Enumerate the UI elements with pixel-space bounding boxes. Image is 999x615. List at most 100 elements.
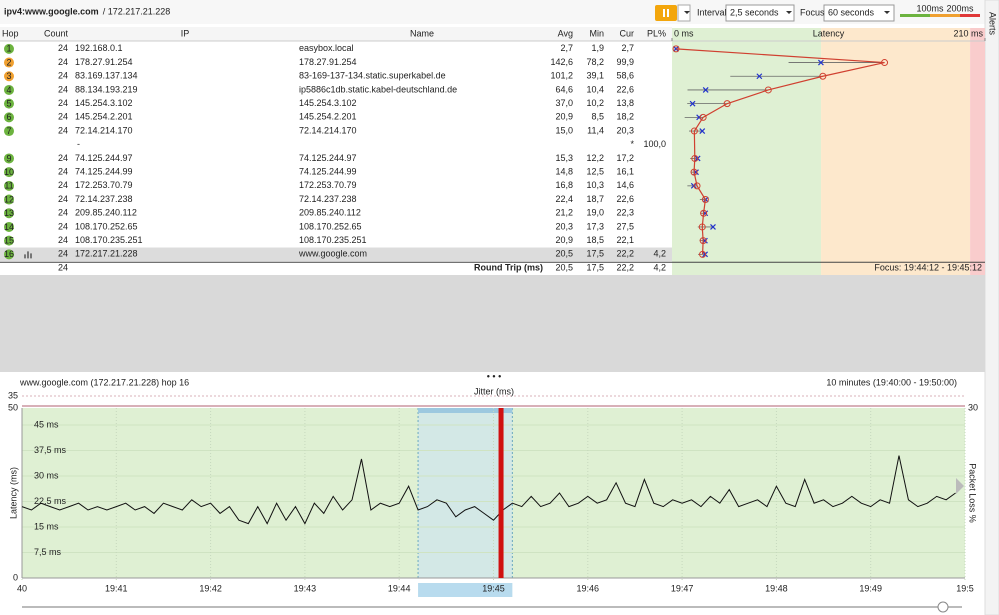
hop-status [4, 43, 14, 54]
current-marker [673, 45, 679, 52]
avg-cell: 14,8 [555, 167, 573, 177]
cur-cell: 27,5 [616, 221, 634, 231]
count-cell: 24 [58, 57, 68, 67]
summary-count: 24 [58, 263, 68, 273]
cur-cell: 2,7 [621, 43, 634, 53]
count-cell: 24 [58, 235, 68, 245]
cur-cell: 22,3 [616, 208, 634, 218]
min-cell: 19,0 [586, 208, 604, 218]
name-cell: 74.125.244.99 [299, 167, 357, 177]
splitter-handle[interactable]: • • • [487, 371, 501, 381]
inner-tick-label: 37,5 ms [34, 445, 67, 455]
ip-cell: 74.125.244.99 [75, 167, 133, 177]
cur-cell: 14,6 [616, 180, 634, 190]
count-cell: 24 [58, 208, 68, 218]
focus-select[interactable] [823, 4, 895, 22]
pause-button[interactable] [655, 5, 677, 21]
y2-axis-label: Packet Loss % [968, 463, 978, 523]
name-cell: 172.253.70.79 [299, 180, 357, 190]
avg-cell: 20,9 [555, 112, 573, 122]
hop-status [4, 126, 14, 137]
count-cell: 24 [58, 84, 68, 94]
average-marker [699, 237, 707, 245]
summary-focus: Focus: 19:44:12 - 19:45:12 [874, 263, 982, 273]
count-cell: 24 [58, 153, 68, 163]
min-cell: 8,5 [591, 112, 604, 122]
pause-icon [663, 9, 665, 17]
inner-tick-label: 30 ms [34, 470, 59, 480]
hop-status [4, 180, 14, 191]
current-marker [699, 128, 706, 134]
hop-status [4, 71, 14, 82]
scroll-right-arrow[interactable] [956, 478, 964, 494]
name-cell: 145.254.3.102 [299, 98, 357, 108]
column-header: Min [589, 28, 604, 38]
jitter-title: Jitter (ms) [474, 386, 514, 396]
target-address: / 172.217.21.228 [103, 6, 171, 16]
alerts-tab[interactable] [984, 0, 999, 615]
dropdown-arrow [684, 11, 890, 14]
average-marker [699, 250, 707, 258]
average-marker [764, 86, 772, 94]
column-header: Cur [619, 28, 634, 38]
name-cell: 209.85.240.112 [299, 208, 361, 218]
hop-status [4, 153, 14, 164]
ip-cell: 83.169.137.134 [75, 71, 138, 81]
latency-band [821, 28, 971, 275]
y-axis-label: Latency (ms) [8, 467, 18, 519]
cur-cell: 22,6 [616, 194, 634, 204]
latency-band [672, 28, 822, 275]
current-marker [710, 224, 716, 230]
hop-status [4, 249, 14, 260]
hop-number: 6 [6, 112, 11, 122]
average-marker [690, 127, 698, 135]
min-cell: 17,3 [586, 221, 604, 231]
avg-cell: 20,5 [555, 249, 573, 259]
cur-cell: 22,6 [616, 84, 634, 94]
summary-min: 17,5 [586, 263, 604, 273]
x-tick-label: 19:46 [577, 583, 600, 593]
threshold-legend-bar [960, 14, 980, 17]
focus-value: 60 seconds [828, 7, 875, 17]
threshold-legend-bar [900, 14, 930, 17]
hop-status [4, 167, 14, 178]
hop-number: 1 [6, 44, 11, 54]
y-tick-label: 50 [8, 402, 18, 412]
empty-area [0, 275, 985, 372]
min-cell: 17,5 [586, 249, 604, 259]
pause-menu[interactable] [677, 4, 691, 22]
average-trace [675, 48, 885, 255]
count-cell: 24 [58, 167, 68, 177]
cur-cell: * [630, 139, 634, 149]
column-header: PL% [647, 28, 666, 38]
count-cell: 24 [58, 249, 68, 259]
focus-label: Focus [800, 7, 825, 17]
latency-tick-label: 0 ms [674, 28, 694, 38]
average-marker [700, 209, 708, 217]
alerts-label: Alerts [988, 12, 998, 36]
average-marker [672, 45, 680, 53]
average-marker [691, 154, 699, 162]
min-cell: 10,2 [586, 98, 604, 108]
focus-top [418, 408, 513, 413]
interval-label: Interval [697, 7, 727, 17]
name-cell: 145.254.2.201 [299, 112, 357, 122]
name-cell: 178.27.91.254 [299, 57, 357, 67]
y-tick-label: 0 [13, 572, 18, 582]
avg-cell: 15,3 [555, 153, 573, 163]
min-cell: 18,5 [586, 235, 604, 245]
min-cell: 10,3 [586, 180, 604, 190]
cur-cell: 18,2 [616, 112, 634, 122]
min-cell: 18,7 [586, 194, 604, 204]
summary-pl: 4,2 [653, 263, 666, 273]
min-cell: 1,9 [591, 43, 604, 53]
cur-cell: 20,3 [616, 125, 634, 135]
current-marker [702, 87, 709, 93]
interval-select[interactable] [725, 4, 795, 22]
average-marker [701, 196, 709, 204]
scroll-thumb[interactable] [937, 601, 949, 613]
focus-axis [418, 583, 513, 597]
average-marker [693, 182, 701, 190]
ip-cell: 192.168.0.1 [75, 43, 123, 53]
name-cell: 72.14.237.238 [299, 194, 357, 204]
